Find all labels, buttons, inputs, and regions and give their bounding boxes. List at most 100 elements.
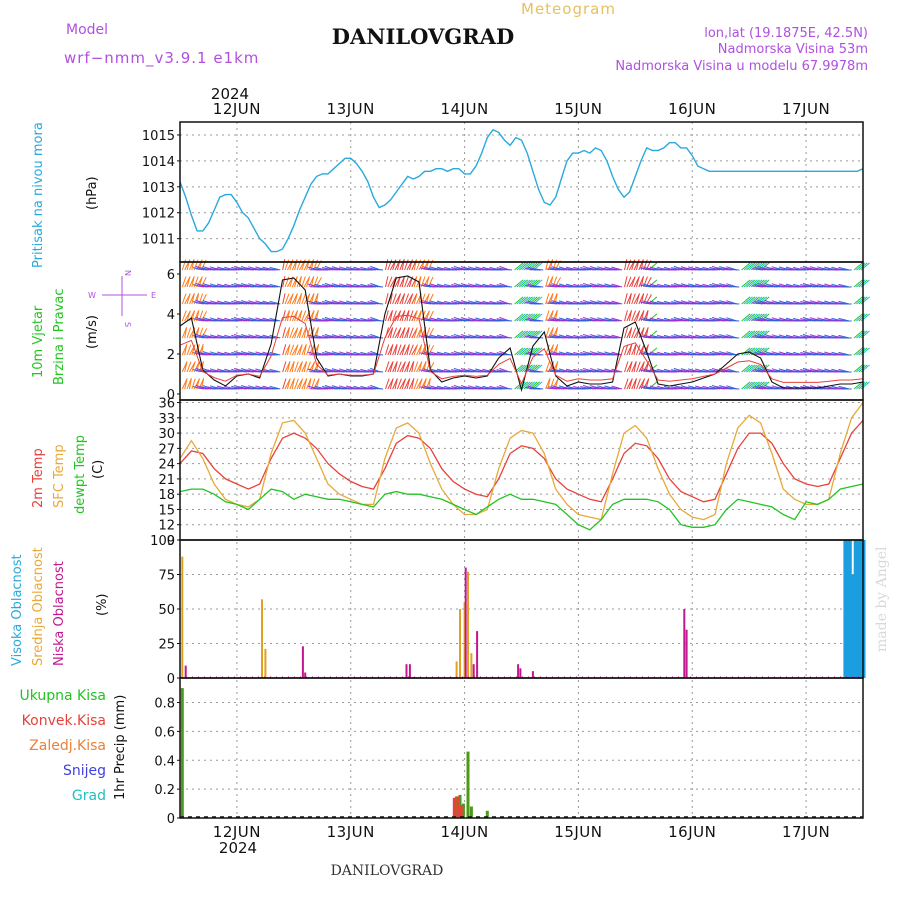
- year-bottom: 2024: [219, 839, 257, 857]
- legend-freezing-rain: Zaledj.Kisa: [29, 738, 106, 754]
- wind-arrow: [404, 378, 410, 390]
- wind-arrow: [191, 310, 196, 322]
- wind-arrow: [372, 319, 384, 322]
- wind-arrow: [455, 336, 467, 339]
- precip-bar: [466, 751, 470, 818]
- wind-arrow: [636, 378, 641, 390]
- wind-arrow: [396, 361, 402, 373]
- precip-bar: [485, 810, 489, 818]
- precip-panel-frame: [179, 677, 864, 819]
- wind-arrow: [298, 327, 303, 339]
- wind-arrow: [547, 276, 553, 288]
- wind-arrow: [364, 285, 376, 288]
- wind-arrow: [759, 370, 771, 373]
- y-axis-ticks: 1011101210131014101502469121518212427303…: [142, 129, 180, 827]
- wind-arrow: [392, 378, 398, 390]
- wind-arrow: [228, 353, 240, 356]
- wind-arrow: [198, 310, 204, 322]
- wind-arrow: [748, 313, 758, 322]
- wind-arrow: [301, 344, 307, 356]
- top-day-label: 15JUN: [554, 100, 602, 118]
- cloud-bar: [184, 665, 187, 678]
- wind-arrow: [631, 293, 636, 305]
- wind-arrow: [286, 327, 291, 339]
- wind-arrow: [235, 336, 247, 339]
- wind-arrow: [228, 387, 240, 390]
- pressure-unit: (hPa): [85, 176, 100, 210]
- wind-arrow: [303, 344, 307, 356]
- wind-arrow: [501, 370, 513, 373]
- wind-arrow: [282, 361, 287, 373]
- wind-arrow: [741, 330, 751, 339]
- wind-arrow: [282, 293, 286, 305]
- wind-arrow: [532, 370, 544, 373]
- wind-arrow: [759, 353, 771, 356]
- pressure-tick-label: 1012: [142, 207, 175, 222]
- wind-arrow: [286, 361, 291, 373]
- wind-speed-line: [179, 275, 864, 393]
- wind-arrow: [284, 310, 290, 322]
- high-cloud-label: Visoka Oblacnost: [10, 554, 25, 666]
- wind-arrow: [266, 353, 278, 356]
- wind-arrow: [289, 293, 294, 305]
- precip-bar: [452, 797, 456, 818]
- model-label: Model: [66, 22, 108, 38]
- wind-arrow: [384, 310, 389, 322]
- wind-arrow: [181, 327, 187, 339]
- wind-arrow: [628, 344, 633, 356]
- cloud-tick-label: 75: [158, 569, 175, 584]
- wind-arrow: [303, 327, 307, 339]
- wind-arrow: [584, 370, 596, 373]
- wind-arrow: [631, 361, 637, 373]
- top-day-label: 14JUN: [440, 100, 488, 118]
- wind-arrow: [628, 361, 633, 373]
- sfctemp-series-line: [179, 402, 864, 521]
- wind-arrow: [706, 285, 718, 288]
- footer-station: DANILOVGRAD: [331, 863, 444, 879]
- wind-arrow: [401, 259, 405, 271]
- wind-arrow: [269, 283, 281, 288]
- wind-arrow: [291, 361, 295, 373]
- wind-arrow: [516, 296, 526, 305]
- wind-arrow: [759, 268, 771, 271]
- wind-arrow: [635, 276, 640, 288]
- wind-arrow: [181, 310, 187, 322]
- wind-arrow: [392, 344, 398, 356]
- wind-arrow: [853, 262, 863, 271]
- legend-hail: Grad: [72, 788, 106, 804]
- wind-gust-line: [179, 314, 864, 385]
- wind-arrow: [269, 351, 281, 356]
- station-title: DANILOVGRAD: [332, 24, 514, 49]
- top-day-label: 12JUN: [213, 100, 261, 118]
- wind-arrow: [611, 266, 623, 271]
- wind-arrow: [624, 259, 628, 271]
- wind-arrow: [308, 378, 312, 390]
- wind-arrow: [797, 336, 809, 339]
- wind-arrow: [853, 347, 863, 356]
- wind-label-1: 10m Vjetar: [31, 305, 46, 378]
- wind-arrow: [298, 276, 302, 288]
- wind-arrow: [266, 302, 278, 305]
- wind-arrow: [184, 344, 188, 356]
- wind-arrow: [797, 285, 809, 288]
- wind-arrow: [198, 276, 203, 288]
- wind-arrow: [577, 353, 589, 356]
- wind-arrow: [404, 327, 410, 339]
- wind-arrow: [301, 293, 307, 305]
- wind-arrow: [387, 310, 393, 322]
- wind-arrow: [364, 336, 376, 339]
- wind-arrow: [532, 336, 544, 339]
- wind-arrow: [294, 276, 298, 288]
- wind-arrow: [516, 313, 526, 322]
- wind-arrow: [728, 336, 740, 339]
- precip-tick-label: 0: [167, 812, 175, 827]
- wind-arrow: [631, 344, 637, 356]
- wind-arrow: [635, 259, 640, 271]
- wind-arrow: [577, 336, 589, 339]
- cloud-bar: [470, 653, 473, 678]
- wind-arrow: [319, 302, 331, 305]
- wind-arrow: [372, 302, 384, 305]
- wind-arrow: [186, 327, 192, 339]
- wind-arrow: [746, 381, 756, 390]
- wind-arrow: [713, 336, 725, 339]
